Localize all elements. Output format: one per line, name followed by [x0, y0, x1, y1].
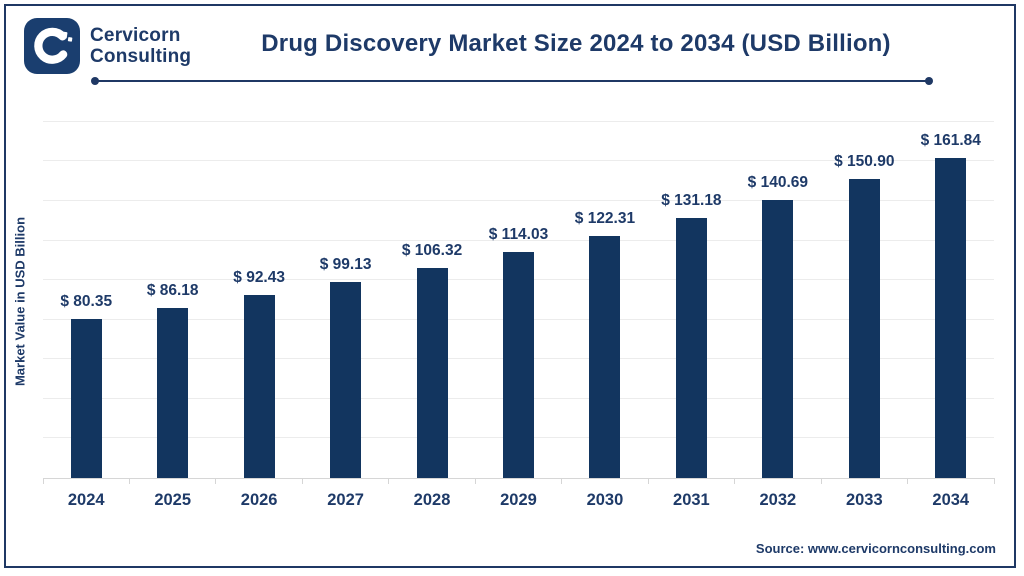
cervicorn-logo-icon: [24, 18, 80, 74]
x-axis-label: 2028: [413, 491, 451, 509]
x-axis-label: 2031: [673, 491, 710, 509]
title-divider-line: [91, 77, 933, 85]
bar-value-label: $ 80.35: [60, 293, 113, 311]
bar: [503, 252, 534, 478]
bar-value-label: $ 114.03: [488, 226, 549, 244]
x-axis-tick: [301, 478, 303, 484]
bar: [762, 199, 794, 478]
bar: [935, 157, 967, 478]
bar: [243, 295, 275, 478]
x-axis-line: [43, 478, 994, 479]
gridline: [43, 200, 994, 202]
bar-value-label: $ 140.69: [747, 173, 809, 191]
x-axis-label: 2032: [759, 491, 797, 509]
logo-name-line1: Cervicorn: [90, 24, 181, 46]
divider-dot-right-icon: [925, 77, 933, 85]
x-axis-tick: [128, 478, 130, 484]
x-axis-tick: [907, 478, 909, 484]
logo: Cervicorn Consulting: [24, 18, 191, 74]
x-axis-label: 2026: [240, 491, 278, 509]
bar-value-label: $ 150.90: [834, 153, 895, 171]
x-axis-label: 2034: [932, 491, 970, 509]
bar-value-label: $ 122.31: [574, 210, 636, 228]
source-note: Source: www.cervicornconsulting.com: [755, 541, 996, 556]
gridline: [43, 239, 994, 241]
logo-c-glyph: [34, 27, 73, 64]
x-axis-tick: [993, 478, 995, 484]
bar: [675, 218, 707, 478]
bar: [157, 307, 189, 478]
x-axis-label: 2024: [67, 491, 105, 509]
x-axis-tick: [561, 478, 563, 484]
x-axis-tick: [734, 478, 736, 484]
x-axis-label: 2033: [845, 491, 883, 509]
divider-dot-left-icon: [91, 77, 99, 85]
logo-name-line2: Consulting: [90, 46, 192, 67]
x-axis-label: 2027: [327, 491, 364, 509]
x-axis-tick: [474, 478, 476, 484]
y-axis-title: Market Value in USD Billion: [12, 216, 28, 387]
bar-value-label: $ 86.18: [146, 281, 199, 299]
bar-value-label: $ 131.18: [661, 192, 722, 210]
bar: [589, 236, 621, 478]
x-axis-label: 2025: [154, 491, 192, 509]
gridline: [43, 120, 994, 122]
x-axis-tick: [215, 478, 217, 484]
x-axis-tick: [42, 478, 44, 484]
x-axis-tick: [388, 478, 390, 484]
bar: [330, 281, 362, 478]
bar-value-label: $ 92.43: [233, 269, 285, 287]
x-axis-label: 2029: [500, 491, 537, 509]
x-axis-label: 2030: [586, 491, 624, 509]
bar: [848, 179, 880, 478]
x-axis-tick: [647, 478, 649, 484]
bar-value-label: $ 161.84: [920, 131, 981, 149]
plot-area: $ 80.35 2024 $ 86.18 2025 $ 92.43 2026 $ 99.13…: [42, 110, 995, 509]
bar-value-label: $ 99.13: [319, 255, 372, 273]
gridline: [43, 160, 994, 162]
chart-frame: Cervicorn Consulting Drug Discovery Mark…: [4, 4, 1016, 568]
x-axis-tick: [820, 478, 822, 484]
logo-company-name: Cervicorn Consulting: [90, 25, 191, 68]
chart-title: Drug Discovery Market Size 2024 to 2034 …: [261, 30, 891, 57]
bar-value-label: $ 106.32: [401, 241, 463, 259]
bar: [70, 319, 102, 478]
bar: [416, 267, 448, 478]
